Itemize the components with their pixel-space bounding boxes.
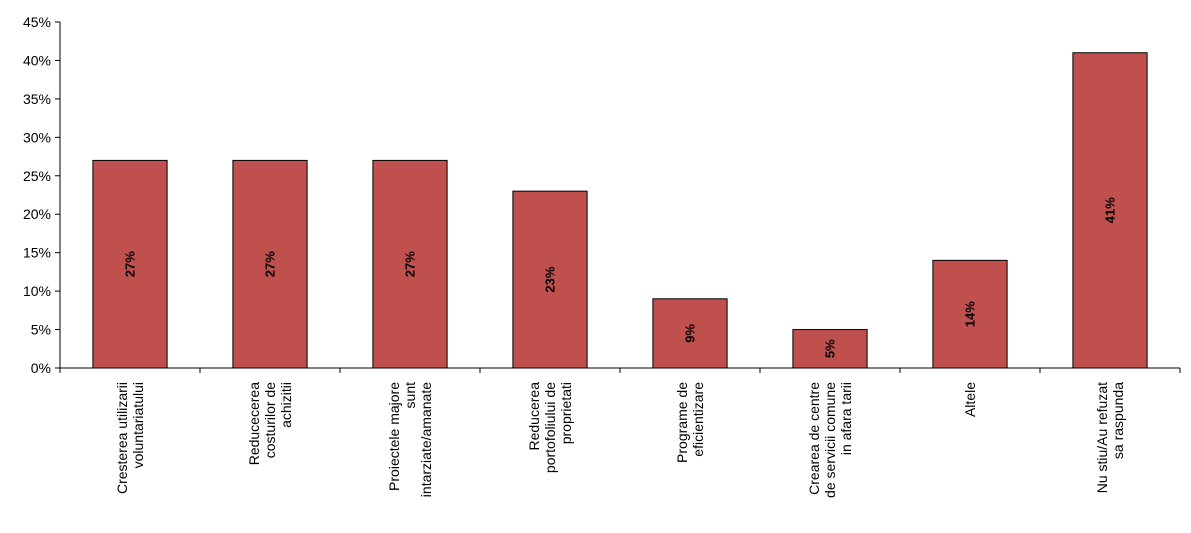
bar-data-label: 23%	[543, 266, 558, 292]
category-label: Proiectele majore sunt intarziate/amanate	[386, 382, 434, 497]
y-tick-label: 35%	[23, 91, 51, 107]
category-label: Cresterea utilizarii voluntariatului	[114, 382, 146, 494]
bar	[232, 159, 308, 369]
bar	[932, 259, 1008, 369]
y-axis: 0% 5% 10% 15% 20% 25% 30% 35% 40% 45%	[23, 14, 61, 376]
category-label: Crearea de centre de servicii comune in af…	[806, 382, 854, 498]
category-label-line: achizitii	[278, 382, 294, 428]
bar	[1072, 52, 1148, 369]
bar	[652, 298, 728, 369]
bars-group: 27% 27% 27% 23% 9% 5% 14% 41%	[92, 52, 1148, 369]
category-label: Reducecerea costurilor de achizitii	[246, 382, 294, 465]
category-label: Nu stiu/Au refuzat sa raspunda	[1094, 382, 1126, 493]
category-label-line: sa raspunda	[1110, 382, 1126, 459]
category-label-line: Crearea de centre	[806, 382, 822, 495]
category-label-line: Proiectele majore	[386, 382, 402, 491]
category-label-line: intarziate/amanate	[418, 382, 434, 497]
category-label-line: costurilor de	[262, 382, 278, 458]
category-label-line: Reducecerea	[246, 382, 262, 465]
category-label-line: proprietati	[558, 382, 574, 444]
bar-data-label: 9%	[683, 324, 698, 343]
category-label-line: Reducerea	[526, 382, 542, 451]
bar	[512, 190, 588, 369]
bar-data-label: 5%	[823, 339, 838, 358]
category-label-line: in afara tarii	[838, 382, 854, 455]
y-tick-label: 20%	[23, 206, 51, 222]
category-label-line: portofoliului de	[542, 382, 558, 473]
category-label-line: Programe de	[674, 382, 690, 463]
category-label: Altele	[962, 382, 978, 417]
y-tick-label: 30%	[23, 129, 51, 145]
y-tick-label: 40%	[23, 52, 51, 68]
bar-data-label: 27%	[123, 251, 138, 277]
category-label-line: de servicii comune	[822, 382, 838, 498]
y-tick-label: 10%	[23, 283, 51, 299]
category-label-line: eficientizare	[690, 382, 706, 457]
y-tick-label: 45%	[23, 14, 51, 30]
category-label-line: Nu stiu/Au refuzat	[1094, 382, 1110, 493]
category-label-line: Cresterea utilizarii	[114, 382, 130, 494]
y-tick-label: 0%	[31, 360, 51, 376]
bar	[792, 329, 868, 369]
bar	[92, 159, 168, 369]
bar	[372, 159, 448, 369]
bar-data-label: 41%	[1103, 197, 1118, 223]
category-label-line: Altele	[962, 382, 978, 417]
y-tick-label: 25%	[23, 168, 51, 184]
category-label: Programe de eficientizare	[674, 382, 706, 463]
x-axis: Cresterea utilizarii voluntariatului Reduc…	[59, 367, 1181, 498]
bar-data-label: 27%	[403, 251, 418, 277]
category-label-line: voluntariatului	[130, 382, 146, 468]
y-tick-label: 5%	[31, 322, 51, 338]
bar-data-label: 27%	[263, 251, 278, 277]
category-label-line: sunt	[402, 382, 418, 409]
category-label: Reducerea portofoliului de proprietati	[526, 382, 574, 473]
y-tick-label: 15%	[23, 245, 51, 261]
bar-data-label: 14%	[963, 301, 978, 327]
